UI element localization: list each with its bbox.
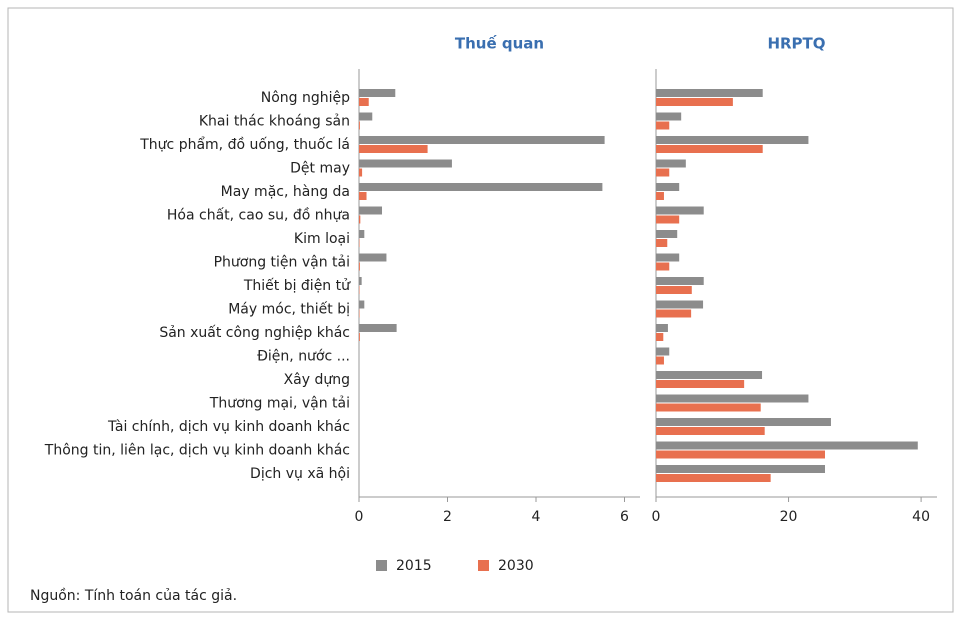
category-label: Sản xuất công nghiệp khác xyxy=(159,325,350,341)
bar xyxy=(656,450,825,459)
category-label: Máy móc, thiết bị xyxy=(228,301,350,318)
category-label: Thương mại, vận tải xyxy=(209,396,350,412)
x-tick-label: 40 xyxy=(912,509,930,525)
category-label: Dịch vụ xã hội xyxy=(250,466,350,482)
category-label: Nông nghiệp xyxy=(261,90,350,106)
bar xyxy=(656,192,664,200)
bar xyxy=(656,465,825,473)
bar xyxy=(656,277,704,285)
bar xyxy=(656,253,680,262)
x-tick-label: 0 xyxy=(355,509,364,525)
bar xyxy=(656,168,670,177)
x-tick-label: 2 xyxy=(443,509,452,525)
bar xyxy=(656,324,668,332)
legend-label: 2015 xyxy=(396,558,432,574)
x-tick-label: 4 xyxy=(532,509,541,525)
bar xyxy=(359,206,383,215)
bar xyxy=(359,121,360,130)
x-tick-label: 6 xyxy=(620,509,629,525)
bar xyxy=(359,136,605,144)
bar xyxy=(359,145,428,153)
bar xyxy=(656,427,765,435)
bar xyxy=(359,333,360,341)
category-label: Thực phẩm, đồ uống, thuốc lá xyxy=(139,136,350,153)
bar xyxy=(656,286,692,294)
bar xyxy=(359,215,361,224)
category-label: Phương tiện vận tải xyxy=(214,255,350,271)
category-label: Kim loại xyxy=(294,231,350,247)
bar xyxy=(359,168,363,177)
bar xyxy=(656,215,680,224)
bar xyxy=(359,192,367,200)
x-tick-label: 20 xyxy=(780,509,798,525)
bar xyxy=(359,89,396,97)
bar xyxy=(656,418,831,426)
bar xyxy=(656,356,664,365)
bar xyxy=(656,474,771,482)
legend-swatch xyxy=(478,560,489,571)
bar xyxy=(656,89,763,97)
bar xyxy=(656,394,809,403)
bar xyxy=(656,121,670,130)
category-label: May mặc, hàng da xyxy=(221,184,350,200)
legend-label: 2030 xyxy=(498,558,534,574)
legend-swatch xyxy=(376,560,387,571)
bar xyxy=(359,159,452,168)
category-label: Khai thác khoáng sản xyxy=(199,114,350,130)
bar xyxy=(656,380,745,388)
bar xyxy=(359,277,362,285)
category-label: Tài chính, dịch vụ kinh doanh khác xyxy=(107,419,350,435)
panel-title: Thuế quan xyxy=(455,34,544,53)
panel-title: HRPTQ xyxy=(767,35,825,53)
bar xyxy=(656,309,692,318)
category-label: Dệt may xyxy=(290,161,350,177)
bar xyxy=(359,230,365,238)
bar xyxy=(656,403,761,412)
category-label: Hóa chất, cao su, đồ nhựa xyxy=(167,207,350,224)
category-label: Thiết bị điện tử xyxy=(243,277,351,294)
bar xyxy=(656,262,670,271)
bar xyxy=(656,98,733,106)
bar xyxy=(656,441,918,450)
category-label: Thông tin, liên lạc, dịch vụ kinh doanh … xyxy=(44,443,350,459)
bar xyxy=(359,300,365,309)
bar xyxy=(656,145,763,153)
bar xyxy=(359,324,397,332)
bar xyxy=(656,333,664,341)
bar xyxy=(359,183,603,191)
category-label: Điện, nước ... xyxy=(257,349,350,365)
bar xyxy=(359,262,360,271)
bar xyxy=(359,112,373,121)
source-note: Nguồn: Tính toán của tác giả. xyxy=(30,587,237,604)
bar xyxy=(656,159,686,168)
bar xyxy=(359,98,369,106)
x-tick-label: 0 xyxy=(652,509,661,525)
bar xyxy=(656,206,704,215)
category-label: Xây dựng xyxy=(284,372,350,388)
bar xyxy=(656,371,763,379)
bar xyxy=(656,112,682,121)
bar xyxy=(656,230,678,238)
bar xyxy=(656,136,809,144)
bar xyxy=(656,300,704,309)
bar xyxy=(656,183,680,191)
bar xyxy=(359,253,387,262)
bar xyxy=(656,347,670,356)
bar xyxy=(656,239,668,247)
frame xyxy=(7,7,954,613)
